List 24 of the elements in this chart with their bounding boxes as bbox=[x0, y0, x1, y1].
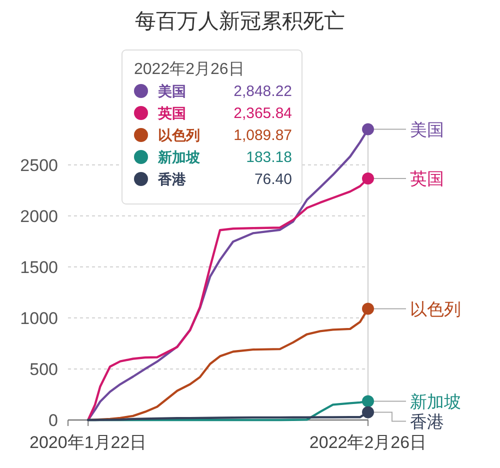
annotation: 183.18 bbox=[246, 149, 292, 166]
y-tick-label: 2500 bbox=[20, 156, 58, 175]
text: 2,365.84 bbox=[234, 105, 292, 122]
legend-label: 英国 bbox=[157, 105, 186, 121]
text: 香港 bbox=[410, 412, 444, 432]
annotation: 1,089.87 bbox=[234, 127, 292, 144]
y-tick-label: 500 bbox=[30, 360, 58, 379]
text: 英国 bbox=[410, 170, 444, 189]
legend-label: 香港 bbox=[157, 171, 187, 187]
x-tick-label: 2020年1月22日 bbox=[30, 433, 147, 452]
text: 2,848.22 bbox=[234, 83, 292, 100]
legend-label: 美国 bbox=[157, 83, 186, 99]
legend-label: 以色列 bbox=[158, 127, 200, 143]
text: 新加坡 bbox=[410, 392, 461, 412]
legend-title: 2022年2月26日 bbox=[134, 61, 244, 78]
y-tick-label: 1500 bbox=[20, 258, 58, 277]
text: 美国 bbox=[410, 120, 444, 140]
y-tick-label: 1000 bbox=[20, 308, 58, 328]
chart-title: 每百万人新冠累积死亡 bbox=[135, 10, 345, 33]
text: 以色列 bbox=[410, 300, 461, 319]
y-tick-label: 0 bbox=[48, 411, 58, 430]
y-tick-label: 2000 bbox=[20, 206, 58, 226]
legend-label: 新加坡 bbox=[157, 149, 201, 165]
annotation: 76.40 bbox=[254, 171, 292, 188]
